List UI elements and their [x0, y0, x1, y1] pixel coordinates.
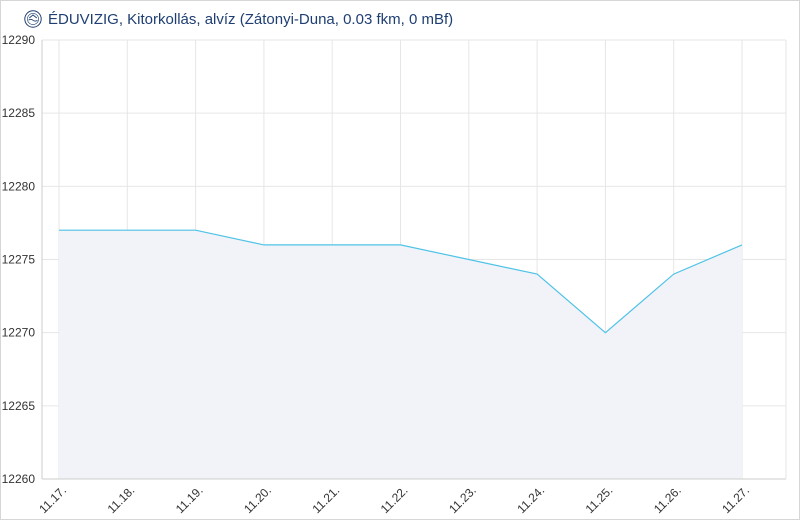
- x-tick-label: 11.25.: [583, 483, 616, 516]
- x-tick-label: 11.18.: [105, 483, 138, 516]
- y-tick-label: 12270: [2, 326, 36, 340]
- x-tick-label: 11.17.: [36, 483, 69, 516]
- axes: [41, 40, 787, 480]
- y-tick-labels: 12290 12285 12280 12275 12270 12265 12260: [2, 33, 36, 486]
- y-tick-label: 12265: [2, 399, 36, 413]
- x-tick-label: 11.22.: [378, 483, 411, 516]
- x-tick-label: 11.20.: [241, 483, 274, 516]
- line-layer: [58, 229, 743, 334]
- y-tick-label: 12290: [2, 33, 36, 47]
- x-tick-label: 11.19.: [173, 483, 206, 516]
- chart-header: ÉDUVIZIG, Kitorkollás, alvíz (Zátonyi-Du…: [0, 0, 798, 38]
- area-layer: [59, 230, 742, 479]
- x-tick-label: 11.26.: [651, 483, 684, 516]
- chart-title: ÉDUVIZIG, Kitorkollás, alvíz (Zátonyi-Du…: [48, 10, 454, 28]
- y-tick-label: 12260: [2, 472, 36, 486]
- y-tick-label: 12280: [2, 179, 36, 193]
- eduvizig-logo-icon: [24, 10, 42, 28]
- x-tick-label: 11.24.: [514, 483, 547, 516]
- y-tick-label: 12275: [2, 253, 36, 267]
- x-tick-label: 11.23.: [446, 483, 479, 516]
- x-tick-labels: 11.17. 11.18. 11.19. 11.20. 11.21. 11.22. 11.2…: [36, 483, 752, 516]
- x-tick-label: 11.27.: [719, 483, 752, 516]
- series-area: [59, 230, 742, 479]
- y-tick-label: 12285: [2, 106, 36, 120]
- x-tick-label: 11.21.: [309, 483, 342, 516]
